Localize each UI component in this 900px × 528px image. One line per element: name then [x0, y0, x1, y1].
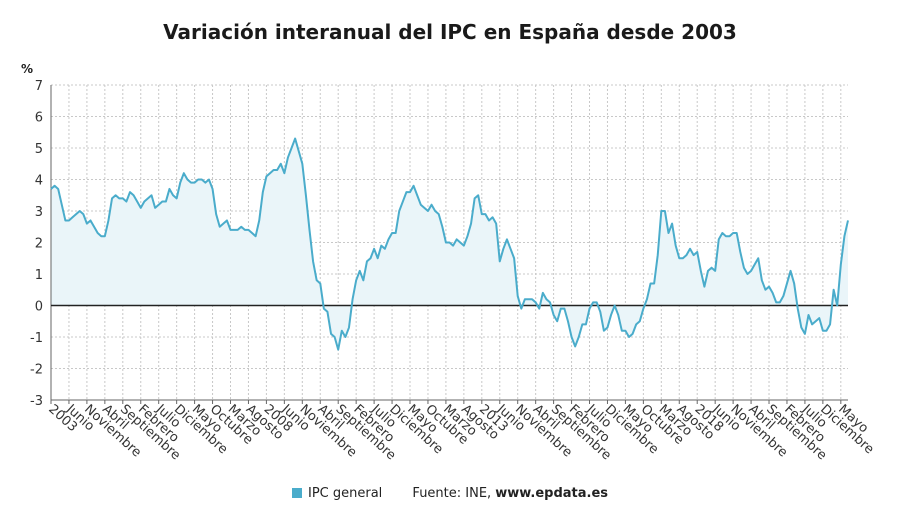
source-link[interactable]: www.epdata.es	[495, 486, 609, 501]
y-tick-label: -2	[30, 363, 43, 378]
legend-swatch	[291, 488, 302, 498]
y-tick-label: 0	[35, 300, 43, 315]
legend-series-label: IPC general	[307, 486, 383, 501]
y-tick-label: 5	[35, 142, 43, 157]
y-tick-label: -1	[30, 331, 43, 346]
chart-title: Variación interanual del IPC en España d…	[163, 20, 737, 44]
y-tick-label: 4	[35, 174, 43, 189]
series-area-fill	[51, 138, 848, 350]
series-line-ipc-general	[50, 137, 849, 351]
y-tick-label: 1	[35, 268, 43, 283]
y-tick-label: 3	[35, 205, 43, 220]
y-tick-label: 7	[35, 79, 43, 94]
y-tick-label: -3	[30, 394, 43, 409]
y-tick-label: 2	[35, 237, 43, 252]
series-layer	[50, 137, 849, 351]
y-axis-label: %	[21, 62, 33, 76]
y-tick-label: 6	[35, 111, 43, 126]
source-label: Fuente: INE,	[412, 486, 492, 501]
legend: IPC general Fuente: INE, www.epdata.es	[0, 486, 900, 501]
area-layer	[51, 138, 848, 350]
axis-layer	[50, 85, 848, 404]
